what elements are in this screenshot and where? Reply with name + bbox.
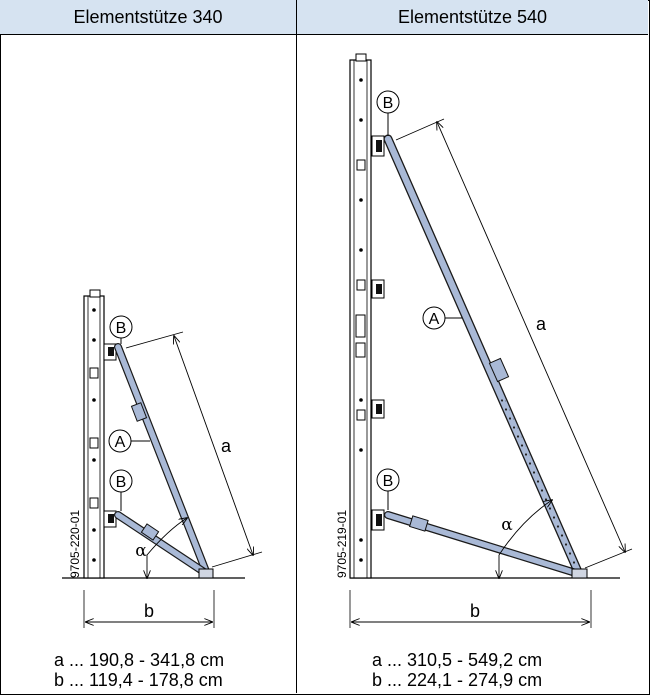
kicker-strut [114, 511, 211, 578]
column-divider [296, 0, 297, 693]
kicker-strut [384, 511, 583, 578]
callout-B-lower-label: B [116, 474, 127, 491]
callout-B-lower [109, 469, 133, 511]
callout-B-lower-label: B [383, 473, 394, 490]
dimension-a-label: a [536, 314, 547, 334]
strut-A [383, 134, 584, 579]
dimension-a-label: a [221, 436, 232, 456]
callout-B-upper [109, 315, 133, 344]
callout-B-lower [376, 468, 400, 510]
drawing-code: 9705-220-01 [68, 510, 82, 578]
diagram-340: B A B a b α 9705-220-01 [62, 289, 263, 628]
column-header-540: Elementstütze 540 [297, 0, 648, 35]
callout-A [422, 306, 462, 330]
formwork-panel [83, 289, 105, 579]
angle-alpha-label: α [135, 541, 147, 561]
dimension-b-label: b [144, 601, 154, 621]
dimension-b [83, 590, 215, 628]
angle-alpha [147, 518, 187, 578]
dimension-a [125, 331, 263, 568]
panel-bracket [371, 279, 385, 299]
callout-A [108, 429, 150, 453]
callout-B-upper [376, 90, 400, 136]
range-a-340: a ... 190,8 - 341,8 cm [54, 650, 225, 670]
angle-alpha [499, 500, 552, 578]
base-plate [198, 568, 214, 579]
head-bracket-lower [371, 509, 385, 531]
range-b-540: b ... 224,1 - 274,9 cm [372, 670, 543, 690]
base-plate [571, 568, 588, 579]
panel-bracket [371, 399, 385, 419]
range-b-340: b ... 119,4 - 178,8 cm [54, 670, 223, 690]
column-header-340: Elementstütze 340 [0, 0, 297, 35]
head-bracket-upper [371, 135, 385, 157]
dimension-b-label: b [470, 601, 480, 621]
callout-A-label: A [429, 311, 440, 328]
range-a-540: a ... 310,5 - 549,2 cm [372, 650, 543, 670]
drawing-code: 9705-219-01 [335, 510, 349, 578]
angle-alpha-label: α [501, 515, 513, 535]
formwork-panel [349, 53, 372, 579]
callout-B-upper-label: B [383, 95, 394, 112]
callout-A-label: A [115, 434, 126, 451]
dimension-a [395, 118, 633, 569]
dimension-b [349, 590, 592, 628]
callout-B-upper-label: B [116, 320, 127, 337]
head-bracket-lower [103, 510, 117, 528]
diagram-540: B A B a b α 9705-219-01 [335, 53, 633, 628]
